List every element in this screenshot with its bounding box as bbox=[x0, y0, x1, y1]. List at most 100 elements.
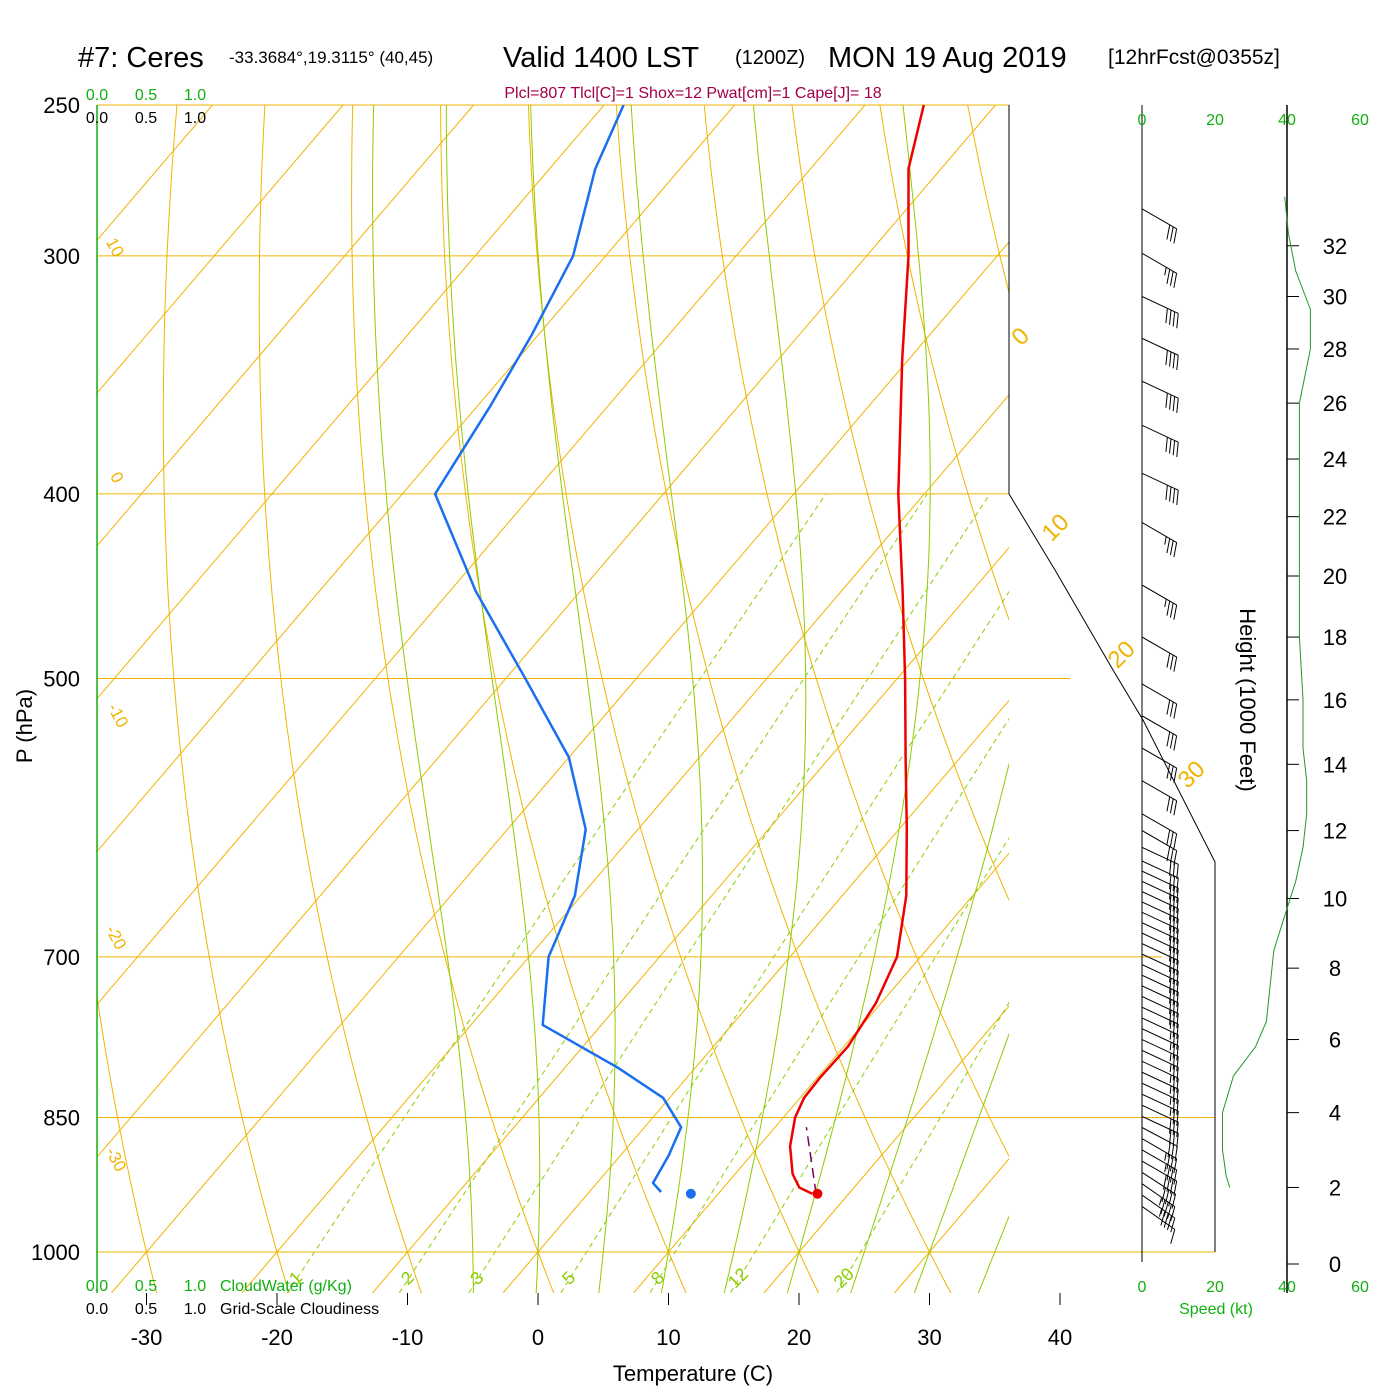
height-tick-label: 28 bbox=[1323, 337, 1347, 362]
wind-barb-feather bbox=[1170, 1206, 1176, 1222]
wind-barb-staff bbox=[1141, 472, 1179, 491]
wind-barb-feather bbox=[1172, 937, 1176, 953]
wind-barb-feather bbox=[1173, 833, 1178, 849]
wind-barb-feather bbox=[1169, 226, 1174, 242]
extended-height-area bbox=[96, 105, 1216, 1293]
pressure-tick-label: 500 bbox=[43, 667, 80, 692]
wind-barb bbox=[1141, 922, 1179, 955]
wind-barb-feather bbox=[1173, 1180, 1178, 1196]
wind-barb-feather bbox=[1166, 1165, 1171, 1181]
wind-barb-staff bbox=[1141, 1006, 1179, 1025]
pressure-tick-label: 250 bbox=[43, 93, 80, 118]
wind-barb-feather bbox=[1169, 1167, 1174, 1183]
wind-barb bbox=[1141, 424, 1179, 458]
chart-labels: -30 -20 -10 0 10 20 30 402503004005007008501000… bbox=[31, 87, 1347, 1350]
wind-barb-feather bbox=[1169, 798, 1174, 814]
wind-speed-trace bbox=[1222, 196, 1311, 1188]
wind-barb-staff bbox=[1141, 1060, 1179, 1079]
wind-barb-feather bbox=[1164, 267, 1167, 276]
moist-adiabat-line bbox=[630, 105, 703, 1293]
moist-adiabat-line bbox=[530, 105, 616, 1293]
wind-barb bbox=[1141, 747, 1178, 783]
wind-barb-feather bbox=[1176, 490, 1179, 505]
wind-barb-feather bbox=[1163, 1201, 1169, 1217]
wind-barb-feather bbox=[1160, 1210, 1166, 1226]
wind-barb-feather bbox=[1167, 1142, 1171, 1158]
wind-barb-feather bbox=[1176, 992, 1179, 1007]
isotherm-line bbox=[502, 699, 1009, 1293]
cloudiness-label: Grid-Scale Cloudiness bbox=[220, 1301, 379, 1318]
height-tick-label: 10 bbox=[1323, 887, 1347, 912]
wind-barb-staff bbox=[1141, 860, 1179, 879]
wind-barb-feather bbox=[1173, 228, 1178, 244]
isotherm-line bbox=[97, 105, 996, 1158]
wind-barb bbox=[1141, 911, 1179, 945]
wind-barb bbox=[1141, 932, 1179, 965]
wind-barb bbox=[1141, 1206, 1176, 1244]
dry-adiabat-line bbox=[703, 105, 1009, 1158]
wind-barb-feather bbox=[1165, 437, 1168, 452]
wind-barb-feather bbox=[1173, 1169, 1178, 1185]
moist-adiabat-line bbox=[913, 1032, 1009, 1293]
wind-barb-feather bbox=[1173, 800, 1178, 816]
wind-barb-feather bbox=[1172, 906, 1176, 922]
wind-barb bbox=[1141, 996, 1179, 1029]
wind-barb-feather bbox=[1169, 946, 1172, 962]
wind-barb-feather bbox=[1173, 1158, 1178, 1174]
dry-adiabat-line bbox=[1049, 71, 1400, 1316]
wind-barb bbox=[1141, 1138, 1178, 1174]
isotherm-line bbox=[97, 105, 735, 853]
wind-barb-feather bbox=[1169, 936, 1172, 952]
wind-barb bbox=[1141, 1183, 1176, 1222]
wind-barb-feather bbox=[1172, 1022, 1176, 1038]
speed-tick-label-top: 0 bbox=[1138, 112, 1147, 129]
dry-adiabat-line bbox=[879, 105, 1009, 622]
wind-barb-feather bbox=[1166, 699, 1171, 715]
wind-barb-feather bbox=[1172, 1033, 1176, 1048]
wind-barb-feather bbox=[1169, 1031, 1172, 1040]
dry-adiabat-line bbox=[615, 105, 952, 1293]
cloud-bottom-sublabel: 1.0 bbox=[184, 1301, 206, 1318]
wind-barb-feather bbox=[1173, 656, 1178, 672]
wind-barb-feather bbox=[1169, 905, 1172, 920]
wind-barb-feather bbox=[1169, 394, 1172, 410]
wind-barb-feather bbox=[1172, 440, 1176, 456]
wind-barb-feather bbox=[1166, 1204, 1172, 1219]
wind-barb-feather bbox=[1169, 1020, 1172, 1029]
y-axis-title: P (hPa) bbox=[12, 689, 37, 763]
wind-barb-feather bbox=[1158, 1197, 1163, 1206]
wind-barb-feather bbox=[1172, 1001, 1176, 1016]
wind-barb bbox=[1141, 1104, 1179, 1137]
wind-barb-feather bbox=[1169, 999, 1172, 1015]
wind-barb-feather bbox=[1169, 874, 1172, 890]
wind-barb bbox=[1141, 860, 1179, 893]
wind-barb-feather bbox=[1169, 1085, 1172, 1094]
mixing-ratio-line bbox=[398, 493, 928, 1293]
mixing-ratio-line bbox=[286, 493, 827, 1293]
extended-area-border bbox=[1008, 493, 1216, 1252]
dry-adiabat-label: 10 bbox=[102, 235, 128, 261]
wind-barb-feather bbox=[1169, 988, 1172, 1004]
chart-title-forecast: [12hrFcst@0355z] bbox=[1108, 46, 1280, 69]
cloud-bottom-label: 1.0 bbox=[184, 1278, 206, 1295]
wind-barb-feather bbox=[1169, 486, 1172, 502]
wind-barb-staff bbox=[1141, 1017, 1179, 1036]
x-tick-label: 20 bbox=[787, 1325, 811, 1350]
wind-barb-feather bbox=[1170, 1217, 1176, 1233]
wind-barb-staff bbox=[1141, 901, 1179, 920]
cloudwater-label: CloudWater (g/Kg) bbox=[220, 1278, 352, 1295]
wind-barb-feather bbox=[1166, 846, 1171, 862]
x-tick-label: 0 bbox=[532, 1325, 544, 1350]
background-lines bbox=[97, 71, 1400, 1316]
wind-barb bbox=[1141, 1039, 1179, 1072]
wind-barb-feather bbox=[1169, 654, 1174, 670]
wind-barb-feather bbox=[1172, 396, 1176, 412]
wind-barb-feather bbox=[1172, 1109, 1176, 1125]
wind-barb-feather bbox=[1176, 1056, 1179, 1072]
wind-barb-feather bbox=[1166, 796, 1171, 812]
height-tick-label: 8 bbox=[1329, 956, 1341, 981]
wind-barb-feather bbox=[1176, 313, 1179, 329]
wind-barb-staff bbox=[1141, 380, 1179, 399]
wind-barb-staff bbox=[1141, 780, 1177, 802]
